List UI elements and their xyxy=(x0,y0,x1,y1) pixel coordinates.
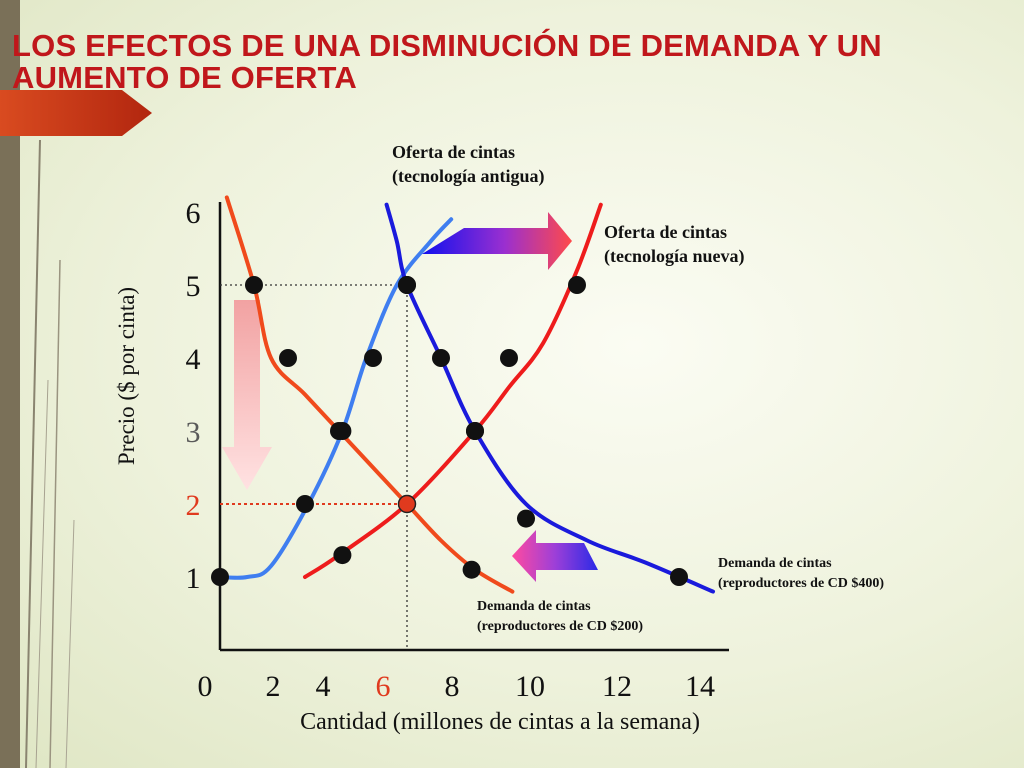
demand-new-label: Demanda de cintas (reproductores de CD $2… xyxy=(477,599,643,634)
title-banner xyxy=(0,90,152,136)
x-tick-label: 14 xyxy=(685,670,715,703)
demand-old-point xyxy=(517,509,535,528)
demand-new-point xyxy=(462,560,481,579)
label-line: (tecnología nueva) xyxy=(604,246,744,267)
supply-new-point xyxy=(500,349,518,367)
supply-new-point xyxy=(568,276,586,294)
x-tick-label: 2 xyxy=(266,670,281,703)
demand-old-point xyxy=(432,349,450,367)
x-tick-label: 6 xyxy=(376,670,391,703)
page-title: LOS EFECTOS DE UNA DISMINUCIÓN DE DEMAND… xyxy=(12,28,882,95)
demand-old-point xyxy=(398,276,416,294)
x-tick-label: 8 xyxy=(445,670,460,703)
supply-shift-arrow xyxy=(422,212,572,270)
x-tick-label: 4 xyxy=(316,670,331,703)
demand-old-point xyxy=(670,568,688,586)
demand-new-point xyxy=(245,276,263,294)
x-axis-label: Cantidad (millones de cintas a la semana… xyxy=(300,709,700,735)
side-decoration xyxy=(0,0,75,768)
x-tick-label: 12 xyxy=(602,670,632,703)
demand-new-point xyxy=(330,422,348,440)
supply-new-curve xyxy=(303,202,603,579)
supply-old-label: Oferta de cintas (tecnología antigua) xyxy=(392,142,545,187)
supply-old-point xyxy=(364,349,382,367)
x-tick-label: 0 xyxy=(198,670,213,703)
y-tick-label: 1 xyxy=(186,562,201,595)
demand-old-label: Demanda de cintas (reproductores de CD $4… xyxy=(718,556,884,591)
label-line: Oferta de cintas xyxy=(392,142,515,162)
demand-new-curve xyxy=(224,195,515,594)
label-line: Demanda de cintas xyxy=(477,599,591,614)
label-line: (tecnología antigua) xyxy=(392,166,545,187)
y-axis-label: Precio ($ por cinta) xyxy=(114,287,139,465)
equilibrium-point xyxy=(397,494,417,514)
y-tick-label: 6 xyxy=(186,197,201,230)
y-tick-label: 5 xyxy=(186,270,201,303)
label-line: (reproductores de CD $200) xyxy=(477,619,643,634)
x-tick-label: 10 xyxy=(515,670,545,703)
y-tick-label: 4 xyxy=(186,343,201,376)
price-drop-arrow xyxy=(222,300,272,490)
supply-new-point xyxy=(333,546,352,565)
label-line: (reproductores de CD $400) xyxy=(718,576,884,591)
y-tick-label: 3 xyxy=(186,416,201,449)
label-line: Oferta de cintas xyxy=(604,222,727,242)
supply-old-point xyxy=(296,495,314,513)
supply-old-point xyxy=(211,568,229,586)
demand-shift-arrow xyxy=(512,530,598,582)
demand-old-point xyxy=(466,422,484,440)
y-tick-label: 2 xyxy=(186,489,201,522)
demand-new-point xyxy=(279,349,297,367)
supply-new-label: Oferta de cintas (tecnología nueva) xyxy=(604,222,744,267)
label-line: Demanda de cintas xyxy=(718,556,832,571)
